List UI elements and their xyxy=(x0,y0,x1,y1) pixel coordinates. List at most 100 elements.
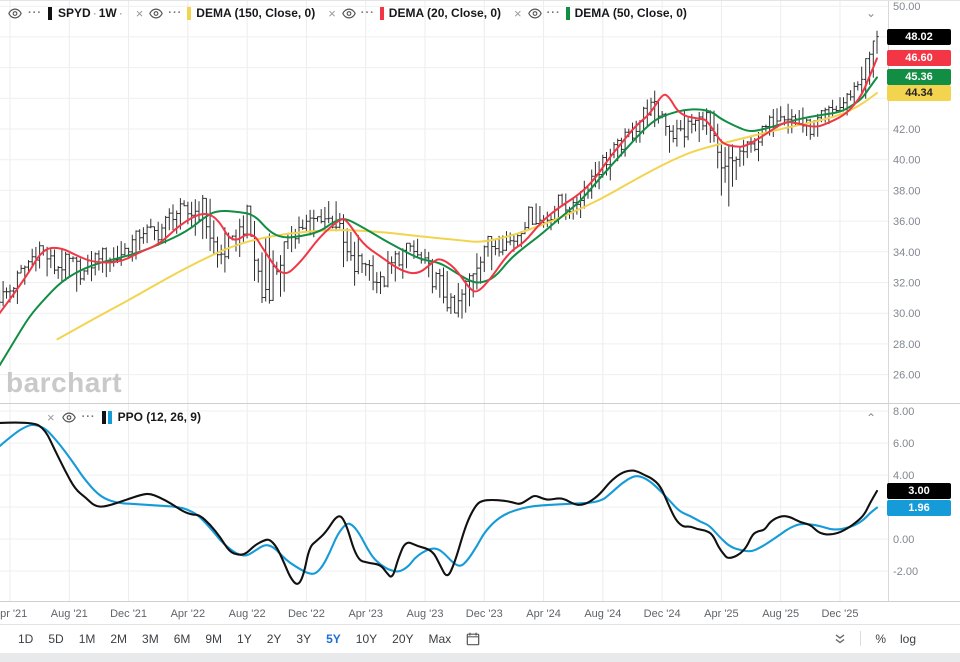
svg-text:Aug '21: Aug '21 xyxy=(51,608,88,620)
range-3M[interactable]: 3M xyxy=(142,631,159,646)
svg-text:38.00: 38.00 xyxy=(893,185,921,197)
price-badge: 48.02 xyxy=(887,28,951,45)
svg-text:8.00: 8.00 xyxy=(893,406,914,418)
svg-text:-2.00: -2.00 xyxy=(893,566,918,578)
svg-text:Dec '23: Dec '23 xyxy=(466,608,503,620)
range-20Y[interactable]: 20Y xyxy=(392,631,414,646)
svg-text:Apr '24: Apr '24 xyxy=(526,608,561,620)
price-badge: 45.36 xyxy=(887,69,951,86)
range-1M[interactable]: 1M xyxy=(78,631,96,646)
calendar-icon[interactable] xyxy=(466,632,480,646)
close-icon[interactable]: × xyxy=(47,409,55,425)
series-color-bar xyxy=(48,6,52,20)
svg-text:Dec '24: Dec '24 xyxy=(644,608,681,620)
separator-dot: · xyxy=(92,6,97,20)
timeframe-label[interactable]: 1W xyxy=(98,6,117,20)
svg-text:Dec '21: Dec '21 xyxy=(110,608,147,620)
Signal xyxy=(0,423,879,575)
svg-text:30.00: 30.00 xyxy=(893,308,921,320)
chart-canvas[interactable]: 26.00 28.00 30.00 32.00 34.00 36.00 38.00 40.00… xyxy=(0,1,960,624)
DEMA (20, Close, 0) xyxy=(0,57,878,315)
series-color-bar xyxy=(379,6,384,20)
svg-text:6.00: 6.00 xyxy=(893,438,914,450)
range-1D[interactable]: 1D xyxy=(18,631,34,646)
percent-scale-button[interactable]: % xyxy=(875,631,886,646)
more-options-icon[interactable]: ··· xyxy=(360,6,375,19)
series-color-bar xyxy=(565,6,570,20)
indicator-label[interactable]: DEMA (150, Close, 0) xyxy=(196,6,316,20)
ppo-label[interactable]: PPO (12, 26, 9) xyxy=(117,410,201,424)
svg-text:36.00: 36.00 xyxy=(893,216,921,228)
price-legend: ··· SPYD · 1W · × ··· DEMA (150, Close, … xyxy=(8,6,687,20)
more-options-icon[interactable]: ··· xyxy=(546,6,561,19)
range-Max[interactable]: Max xyxy=(428,631,452,646)
visibility-eye-icon[interactable] xyxy=(527,8,542,19)
range-10Y[interactable]: 10Y xyxy=(355,631,378,646)
log-scale-button[interactable]: log xyxy=(899,631,916,646)
range-3Y[interactable]: 3Y xyxy=(296,631,312,646)
PPO xyxy=(0,421,879,585)
visibility-eye-icon[interactable] xyxy=(342,8,356,19)
svg-text:Aug '24: Aug '24 xyxy=(584,608,621,620)
price-badge: 44.34 xyxy=(887,85,951,102)
legend-item-dema150: × ··· DEMA (150, Close, 0) xyxy=(135,6,316,20)
time-range-toolbar: 1D 5D 1M 2M 3M 6M 9M 1Y 2Y 3Y 5Y 10Y 20Y Max % log xyxy=(0,624,960,652)
svg-text:0.00: 0.00 xyxy=(893,534,914,546)
range-2Y[interactable]: 2Y xyxy=(266,631,282,646)
visibility-eye-icon[interactable] xyxy=(61,412,76,423)
svg-text:50.00: 50.00 xyxy=(893,1,921,13)
axis-labels: 26.00 28.00 30.00 32.00 34.00 36.00 38.00 40.00… xyxy=(0,1,921,620)
more-options-icon[interactable]: ··· xyxy=(28,6,42,19)
collapse-panel-icon[interactable]: ⌄ xyxy=(866,6,877,20)
more-options-icon[interactable]: ··· xyxy=(168,6,183,19)
svg-text:Aug '22: Aug '22 xyxy=(229,608,266,620)
legend-item-dema20: × ··· DEMA (20, Close, 0) xyxy=(327,6,501,20)
svg-text:Apr '22: Apr '22 xyxy=(171,608,206,620)
indicator-label[interactable]: DEMA (50, Close, 0) xyxy=(574,6,687,20)
svg-text:Apr '21: Apr '21 xyxy=(0,608,27,620)
separator-dot: · xyxy=(118,6,123,20)
ppo-lines xyxy=(0,421,879,585)
visibility-eye-icon[interactable] xyxy=(149,8,164,19)
svg-text:42.00: 42.00 xyxy=(893,124,921,136)
svg-text:Dec '25: Dec '25 xyxy=(821,608,858,620)
svg-text:40.00: 40.00 xyxy=(893,155,921,167)
svg-text:34.00: 34.00 xyxy=(893,247,921,259)
svg-text:26.00: 26.00 xyxy=(893,370,921,382)
svg-text:Dec '22: Dec '22 xyxy=(288,608,325,620)
visibility-eye-icon[interactable] xyxy=(8,8,22,19)
legend-item-dema50: × ··· DEMA (50, Close, 0) xyxy=(513,6,687,20)
bottom-strip xyxy=(0,653,960,662)
ppo-badge: 3.00 xyxy=(887,483,951,499)
close-icon[interactable]: × xyxy=(514,5,522,21)
range-buttons: 1D 5D 1M 2M 3M 6M 9M 1Y 2Y 3Y 5Y 10Y 20Y Max xyxy=(18,632,451,646)
svg-text:32.00: 32.00 xyxy=(893,278,921,290)
expand-panel-icon[interactable]: ⌃ xyxy=(866,411,877,425)
overlay-lines xyxy=(0,57,878,367)
gridlines xyxy=(0,1,960,602)
barchart-watermark: barchart xyxy=(6,367,123,398)
symbol-label[interactable]: SPYD xyxy=(58,6,91,20)
more-options-icon[interactable]: ··· xyxy=(81,410,96,423)
svg-text:28.00: 28.00 xyxy=(893,339,921,351)
range-5D[interactable]: 5D xyxy=(48,631,64,646)
close-icon[interactable]: × xyxy=(328,5,336,21)
DEMA (50, Close, 0) xyxy=(0,76,878,367)
range-9M[interactable]: 9M xyxy=(205,631,223,646)
collapse-toolbar-icon[interactable] xyxy=(834,633,846,645)
svg-text:4.00: 4.00 xyxy=(893,470,914,482)
range-6M[interactable]: 6M xyxy=(173,631,191,646)
range-1Y[interactable]: 1Y xyxy=(237,631,252,646)
indicator-label[interactable]: DEMA (20, Close, 0) xyxy=(388,6,502,20)
close-icon[interactable]: × xyxy=(135,5,144,21)
ppo-badge: 1.96 xyxy=(887,499,951,516)
series-color-bar xyxy=(101,410,106,424)
ppo-legend: × ··· PPO (12, 26, 9) xyxy=(46,410,201,424)
DEMA (150, Close, 0) xyxy=(56,92,878,341)
price-bars xyxy=(0,30,879,319)
svg-text:Aug '25: Aug '25 xyxy=(762,608,799,620)
range-2M[interactable]: 2M xyxy=(110,631,128,646)
svg-text:Apr '23: Apr '23 xyxy=(348,608,383,620)
range-5Y[interactable]: 5Y xyxy=(326,631,341,646)
